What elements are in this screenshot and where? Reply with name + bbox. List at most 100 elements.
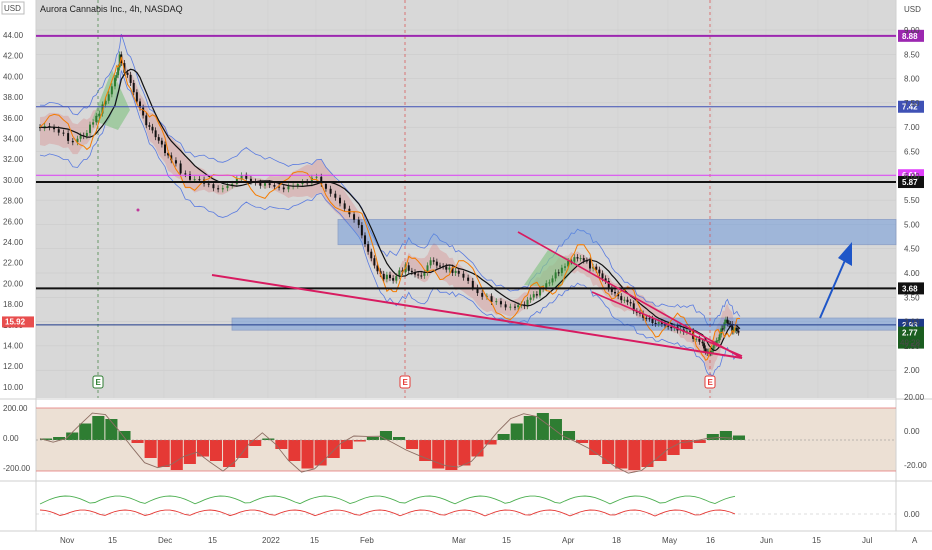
zone-box <box>231 317 897 331</box>
x-axis-tick: Apr <box>562 536 575 545</box>
earnings-marker[interactable] <box>399 375 411 389</box>
x-axis-tick: Jul <box>862 536 872 545</box>
candle-body <box>617 293 620 297</box>
candle-body <box>324 183 327 189</box>
candle-body <box>407 265 410 271</box>
candle-body <box>410 270 413 273</box>
osc1-right-tick: -20.00 <box>904 461 927 470</box>
candle-body <box>723 322 726 329</box>
candle-body <box>731 324 734 332</box>
right-axis-tick: 7.50 <box>904 99 920 108</box>
osc-bar <box>523 416 536 440</box>
candle-body <box>376 265 379 272</box>
right-axis-tick: 4.50 <box>904 245 920 254</box>
candle-body <box>167 153 170 156</box>
left-price-label: 15.92 <box>5 317 26 326</box>
currency-badge-left[interactable] <box>1 1 25 15</box>
left-axis-tick: 18.00 <box>3 300 24 309</box>
candle-body <box>610 288 613 292</box>
candle-body <box>320 176 323 184</box>
osc-bar <box>366 437 379 440</box>
price-candles <box>39 51 740 357</box>
candle-body <box>117 67 120 76</box>
osc-bar <box>379 431 392 440</box>
candle-body <box>370 251 373 259</box>
candle-body <box>451 267 454 274</box>
candle-body <box>720 328 723 335</box>
candle-body <box>115 75 118 78</box>
candle-body <box>548 282 551 284</box>
wedge-lower-trendline[interactable] <box>211 274 743 359</box>
osc-signal-line <box>39 412 733 474</box>
candle-body <box>620 296 623 301</box>
grid-lines <box>36 0 896 398</box>
osc-bar <box>641 440 654 467</box>
candle-body <box>398 270 401 277</box>
candle-body <box>249 178 252 182</box>
level-tag-label: 2.93 <box>902 321 918 330</box>
candle-body <box>364 235 366 245</box>
right-axis-tick: 8.00 <box>904 75 920 84</box>
candle-body <box>509 306 512 308</box>
level-tag <box>898 100 924 113</box>
osc-bar <box>536 413 549 440</box>
osc2-green-line <box>39 495 736 505</box>
candle-body <box>626 299 629 303</box>
candle-body <box>414 272 416 275</box>
candle-body <box>132 82 135 93</box>
candle-body <box>198 179 201 181</box>
osc-bar <box>157 440 170 467</box>
right-axis-tick: 9.00 <box>904 26 920 35</box>
earnings-label: E <box>708 378 714 387</box>
candle-body <box>554 272 557 279</box>
osc-bar <box>170 440 183 470</box>
osc1-left-tick: 200.00 <box>3 404 28 413</box>
candle-body <box>154 130 157 138</box>
scale-mode-label[interactable]: A <box>912 536 918 545</box>
candle-body <box>145 115 148 126</box>
earnings-label: E <box>96 378 102 387</box>
right-axis-tick: 2.00 <box>904 366 920 375</box>
breakout-arrow-head <box>838 242 852 266</box>
candle-body <box>589 260 591 269</box>
osc-bar <box>576 440 589 443</box>
candle-body <box>76 138 79 143</box>
candle-body <box>576 257 579 259</box>
wedge-inner-trendline[interactable] <box>591 291 743 357</box>
candle-body <box>695 338 698 340</box>
candle-body <box>560 267 563 274</box>
candle-body <box>439 265 441 267</box>
x-axis-tick: 15 <box>108 536 117 545</box>
right-axis-tick: 3.50 <box>904 293 920 302</box>
osc-bar <box>196 440 209 457</box>
candle-body <box>107 94 110 101</box>
candle-body <box>245 175 248 179</box>
candle-body <box>499 301 502 305</box>
chart-title: Aurora Cannabis Inc., 4h, NASDAQ <box>40 4 183 14</box>
candle-body <box>648 318 651 320</box>
candle-body <box>471 280 474 288</box>
candle-body <box>735 327 738 331</box>
osc-bar <box>458 440 471 466</box>
breakout-arrow-shaft[interactable] <box>819 257 847 319</box>
candle-body <box>392 278 395 281</box>
candle-body <box>601 273 604 279</box>
candle-body <box>395 276 398 281</box>
candle-body <box>382 273 385 280</box>
osc-bar <box>589 440 602 455</box>
candle-body <box>217 188 220 190</box>
earnings-marker[interactable] <box>92 375 104 389</box>
osc-bar <box>105 419 118 440</box>
osc1-left-tick: -200.00 <box>3 464 31 473</box>
right-axis-tick: 2.50 <box>904 342 920 351</box>
x-axis-tick: Jun <box>760 536 773 545</box>
level-tag-label: 8.88 <box>902 32 918 41</box>
candle-body <box>721 328 724 330</box>
wedge-upper-trendline[interactable] <box>517 231 743 359</box>
earnings-marker[interactable] <box>704 375 716 389</box>
candle-body <box>287 186 290 190</box>
left-axis-tick: 24.00 <box>3 238 24 247</box>
candle-body <box>95 115 98 123</box>
right-axis-tick: 8.50 <box>904 50 920 59</box>
candle-body <box>329 188 332 194</box>
